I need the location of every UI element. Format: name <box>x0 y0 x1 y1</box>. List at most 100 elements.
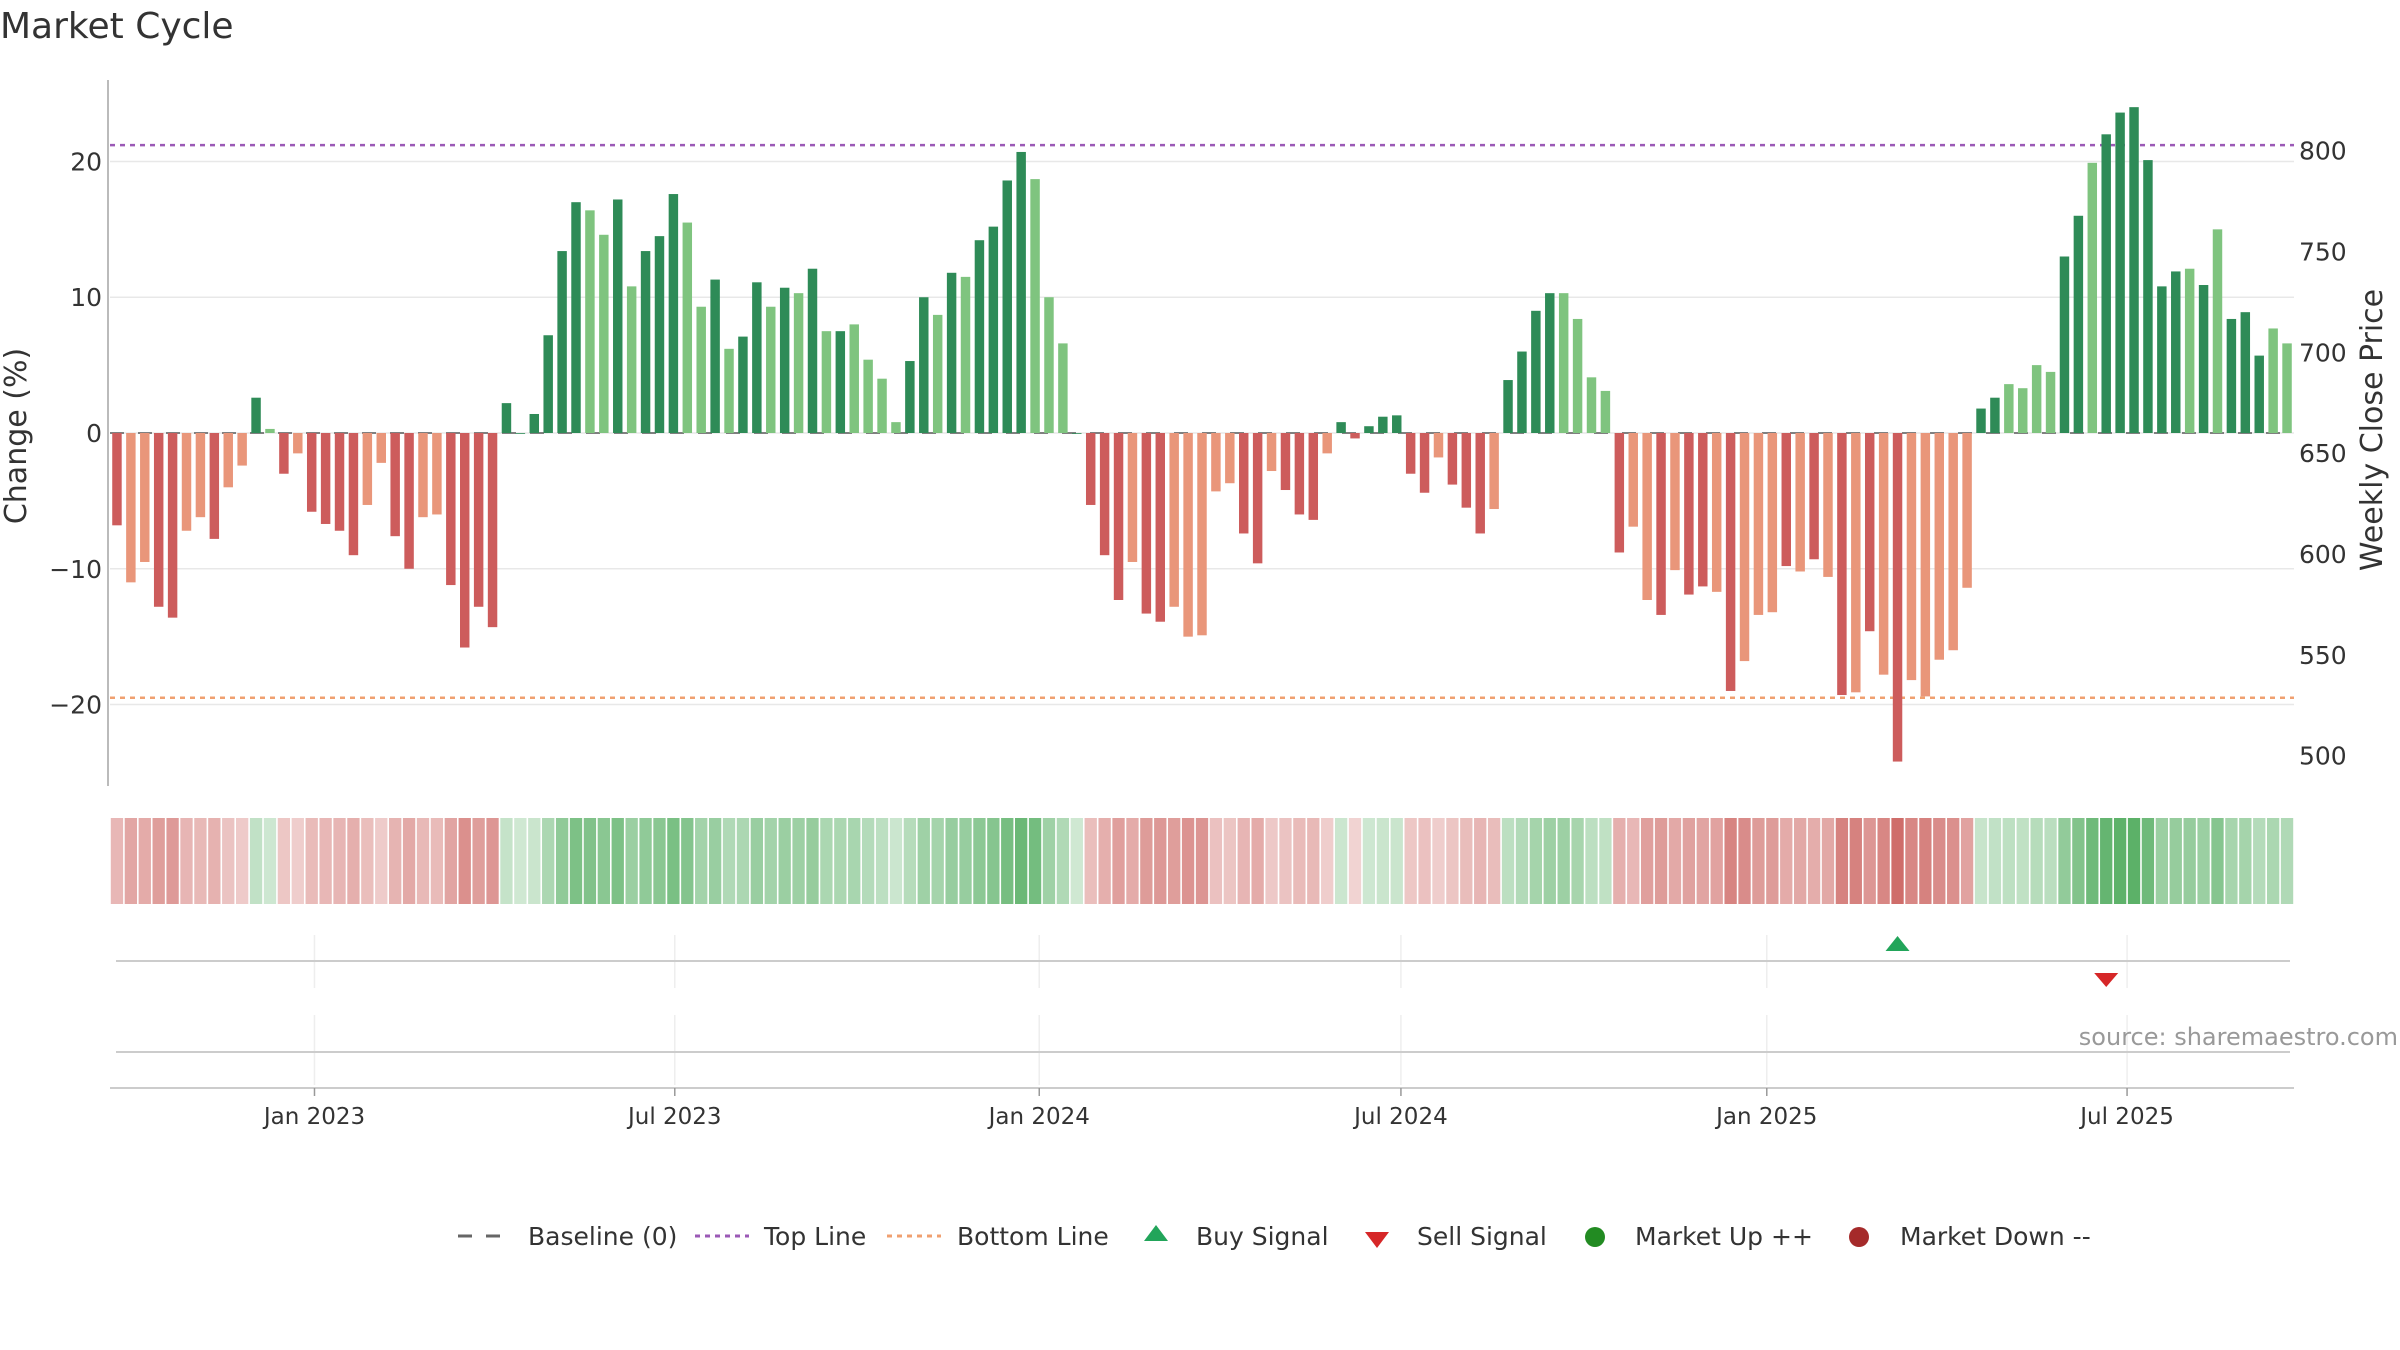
change-bar <box>1099 433 1110 556</box>
change-bar <box>1113 433 1124 600</box>
change-bar <box>932 314 943 433</box>
heat-cell <box>208 818 221 904</box>
change-bar <box>1962 433 1972 588</box>
change-bar <box>181 433 192 531</box>
change-bar <box>1572 318 1583 433</box>
heat-cell <box>1654 818 1668 904</box>
heat-cell <box>1084 818 1097 904</box>
change-bar <box>1405 433 1416 474</box>
change-bar <box>418 433 428 518</box>
heat-cell <box>1766 818 1779 904</box>
change-bar <box>682 222 693 433</box>
heat-cell <box>305 818 318 904</box>
legend-bottomline-label: Bottom Line <box>957 1222 1109 1251</box>
change-bar <box>891 422 901 433</box>
heat-cell <box>1877 818 1890 904</box>
change-bar <box>724 348 734 433</box>
heat-cell <box>1613 818 1626 904</box>
heat-cell <box>681 818 694 904</box>
heat-cell <box>1640 818 1654 904</box>
change-bar <box>1044 297 1054 433</box>
heat-cell <box>1947 818 1960 904</box>
x-tick-label: Jan 2025 <box>1714 1104 1817 1130</box>
heat-cell <box>263 818 277 904</box>
heat-cell <box>1933 818 1946 904</box>
heat-cell <box>1696 818 1709 904</box>
change-bar <box>1767 433 1778 613</box>
y-tick-label-left: −10 <box>49 555 102 584</box>
heat-cell <box>1988 818 2002 904</box>
change-bar <box>153 433 164 607</box>
heat-cell <box>792 818 805 904</box>
change-bar <box>2045 371 2056 433</box>
heat-cell <box>389 818 402 904</box>
heat-cell <box>1849 818 1862 904</box>
heat-cell <box>764 818 777 904</box>
change-bar <box>2212 229 2223 433</box>
heat-cell <box>2141 818 2155 904</box>
heat-cell <box>1529 818 1543 904</box>
heat-cell <box>277 818 291 904</box>
heat-cell <box>1028 818 1042 904</box>
heat-cell <box>875 818 889 904</box>
change-bar <box>2101 134 2111 433</box>
change-bar <box>1976 408 1986 433</box>
heat-cell <box>973 818 986 904</box>
heat-cell <box>375 818 388 904</box>
heat-cell <box>2086 818 2099 904</box>
change-bar <box>2226 318 2237 433</box>
change-bar <box>2073 215 2084 433</box>
heat-cell <box>2002 818 2015 904</box>
heat-cell <box>1070 818 1083 904</box>
heat-cell <box>1710 818 1723 904</box>
heat-cell <box>1168 818 1181 904</box>
heat-cell <box>1140 818 1153 904</box>
heat-cell <box>1348 818 1362 904</box>
heat-cell <box>861 818 875 904</box>
heat-cell <box>528 818 541 904</box>
change-bar <box>1628 433 1638 527</box>
heat-cell <box>1487 818 1501 904</box>
heat-cell <box>542 818 555 904</box>
heat-cell <box>110 818 124 904</box>
change-bar <box>1169 433 1179 607</box>
heat-cell <box>402 818 416 904</box>
change-bar <box>1823 433 1833 577</box>
x-tick-label: Jan 2024 <box>987 1104 1090 1130</box>
change-bar <box>446 433 456 586</box>
heat-cell <box>2100 818 2113 904</box>
y-tick-label-right: 700 <box>2299 338 2347 367</box>
change-bar <box>1002 180 1012 433</box>
change-bar <box>209 433 220 539</box>
change-bar <box>293 433 303 454</box>
change-bar <box>877 378 887 433</box>
change-bar <box>585 210 595 433</box>
heat-cell <box>2155 818 2168 904</box>
y-axis-left-label: Change (%) <box>0 348 34 524</box>
heat-cell <box>1390 818 1403 904</box>
change-bar <box>112 433 122 526</box>
change-bar <box>1851 433 1861 693</box>
heat-cell <box>194 818 207 904</box>
change-bar <box>571 202 581 433</box>
change-bar <box>1266 433 1277 472</box>
heat-cell <box>1557 818 1570 904</box>
heat-cell <box>2183 818 2196 904</box>
change-bar <box>334 433 345 531</box>
heat-cell <box>1627 818 1640 904</box>
heat-cell <box>1599 818 1612 904</box>
x-axis: Jan 2023 Jul 2023 Jan 2024 Jul 2024 Jan 2025… <box>110 1087 2294 1130</box>
y-tick-label-left: −20 <box>49 691 102 720</box>
change-bar <box>1739 433 1750 662</box>
change-bar <box>974 240 985 433</box>
heat-cell <box>1585 818 1598 904</box>
sell-signal-marker <box>2094 973 2119 987</box>
change-bar <box>696 306 706 433</box>
change-bar <box>835 331 846 433</box>
heat-cell <box>611 818 624 904</box>
heat-cell <box>222 818 235 904</box>
legend-baseline-label: Baseline (0) <box>528 1222 677 1251</box>
heat-cell <box>1307 818 1320 904</box>
change-bar <box>613 199 623 433</box>
